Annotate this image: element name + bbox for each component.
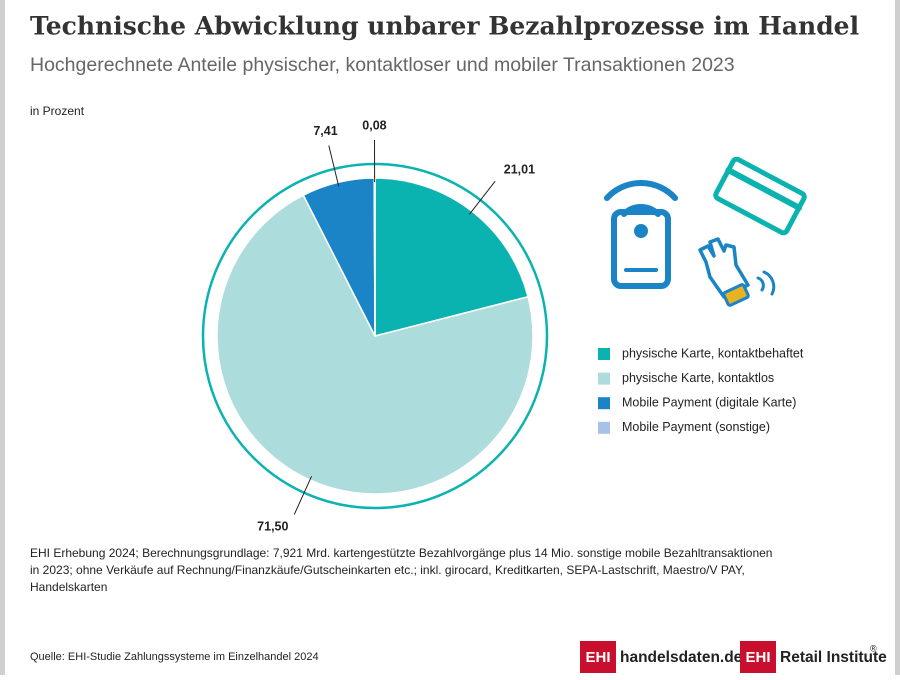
chart-subtitle: Hochgerechnete Anteile physischer, konta… xyxy=(30,54,735,76)
legend-swatch xyxy=(598,373,610,385)
legend-label: physische Karte, kontaktlos xyxy=(622,371,774,385)
legend-swatch xyxy=(598,348,610,360)
unit-label: in Prozent xyxy=(30,104,85,118)
logo-mark-text: EHI xyxy=(585,649,610,666)
chart-title: Technische Abwicklung unbarer Bezahlproz… xyxy=(30,12,859,41)
legend-label: physische Karte, kontaktbehaftet xyxy=(622,346,804,360)
pie-slice xyxy=(374,178,375,336)
legend-label: Mobile Payment (digitale Karte) xyxy=(622,395,796,409)
logo-registered: ® xyxy=(870,643,877,653)
value-label: 7,41 xyxy=(313,124,337,138)
source: Quelle: EHI-Studie Zahlungssysteme im Ei… xyxy=(30,651,319,663)
legend-swatch xyxy=(598,422,610,434)
legend-label: Mobile Payment (sonstige) xyxy=(622,420,770,434)
legend-swatch xyxy=(598,397,610,409)
nfc-icon xyxy=(634,224,648,238)
value-label: 21,01 xyxy=(504,162,535,176)
note-line: EHI Erhebung 2024; Berechnungsgrundlage:… xyxy=(30,546,772,560)
value-label: 71,50 xyxy=(257,520,288,534)
logo-text: handelsdaten.de xyxy=(620,649,743,666)
logo-mark-text: EHI xyxy=(745,649,770,666)
value-label: 0,08 xyxy=(362,118,386,132)
note-line: in 2023; ohne Verkäufe auf Rechnung/Fina… xyxy=(30,563,745,577)
note-line: Handelskarten xyxy=(30,580,107,594)
